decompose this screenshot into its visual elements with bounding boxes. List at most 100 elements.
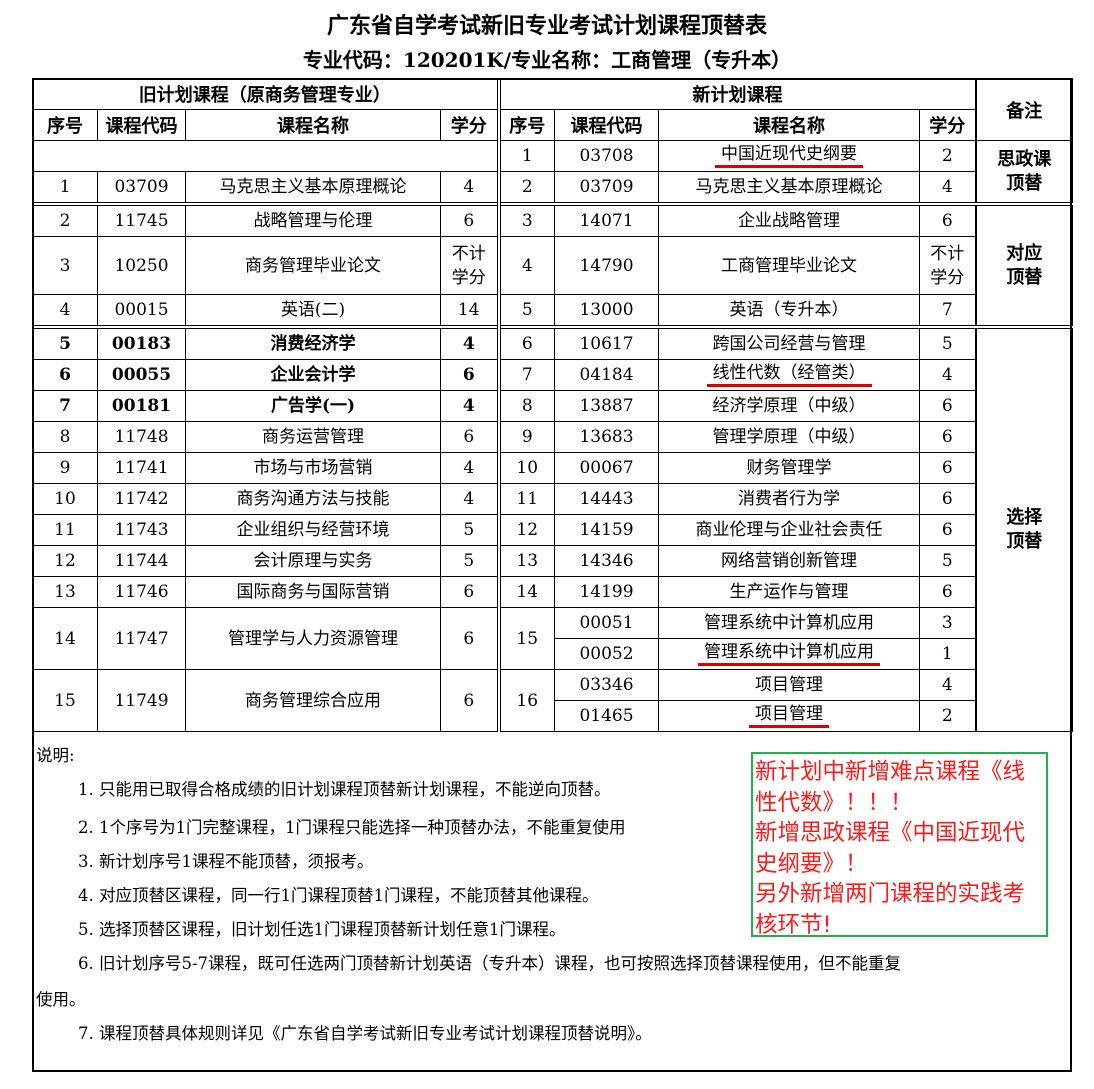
remark-text: 对应顶替 [1006, 242, 1043, 288]
note-item: 6. 旧计划序号5-7课程，既可任选两门顶替新计划英语（专升本）课程，也可按照选… [78, 954, 902, 973]
new-credit: 6 [919, 452, 976, 484]
old-no: 14 [32, 607, 98, 670]
old-credit: 6 [440, 421, 501, 453]
new-plan-header: 新计划课程 [498, 78, 976, 110]
new-credit: 7 [919, 294, 976, 328]
new-name: 管理系统中计算机应用 [658, 638, 920, 670]
highlight-underline: 管理系统中计算机应用 [698, 642, 880, 666]
new-credit: 3 [919, 607, 976, 639]
old-code: 10250 [97, 236, 186, 295]
new-code: 00067 [554, 452, 659, 484]
remark-cell: 对应顶替 [974, 202, 1073, 328]
new-credit: 5 [919, 325, 976, 360]
highlight-underline: 线性代数（经管类） [706, 363, 872, 387]
highlight-underline: 中国近现代史纲要 [715, 144, 863, 168]
document-title: 广东省自学考试新旧专业考试计划课程顶替表 [326, 13, 767, 39]
note-item: 1. 只能用已取得合格成绩的旧计划课程顶替新计划课程，不能逆向顶替。 [78, 780, 611, 799]
annotation-line: 另外新增两门课程的实践考 [755, 881, 1026, 907]
new-code: 00052 [554, 638, 659, 670]
new-code: 03709 [554, 171, 659, 205]
note-item: 7. 课程顶替具体规则详见《广东省自学考试新旧专业考试计划课程顶替说明》。 [78, 1024, 652, 1043]
new-name: 消费者行为学 [658, 483, 920, 515]
new-code: 10617 [554, 325, 659, 360]
table-row: 12 11744 会计原理与实务 5 13 14346 网络营销创新管理 5 [32, 545, 1073, 577]
old-code: 11742 [97, 483, 186, 515]
new-no: 8 [498, 390, 555, 422]
old-name: 英语(二) [185, 294, 441, 328]
new-no: 4 [498, 236, 555, 295]
new-credit: 6 [919, 483, 976, 515]
new-code: 14346 [554, 545, 659, 577]
new-no: 14 [498, 576, 555, 608]
annotation-box: 新计划中新增难点课程《线 性代数》！！！ 新增思政课程《中国近现代 史纲要》！ … [751, 752, 1048, 938]
new-no: 1 [498, 140, 555, 172]
new-code: 14790 [554, 236, 659, 295]
new-no: 11 [498, 483, 555, 515]
new-no: 5 [498, 294, 555, 328]
new-credit: 4 [919, 171, 976, 205]
new-credit: 4 [919, 669, 976, 701]
new-code: 00051 [554, 607, 659, 639]
table-row: 6 00055 企业会计学 6 7 04184 线性代数（经管类） 4 [32, 359, 1073, 391]
table-row: 00052 管理系统中计算机应用 1 [33, 638, 1073, 670]
old-no: 13 [32, 576, 98, 608]
old-no: 15 [32, 669, 98, 732]
old-name: 商务管理毕业论文 [185, 236, 441, 295]
new-credit: 1 [919, 638, 976, 670]
old-name: 商务运营管理 [185, 421, 441, 453]
old-no: 4 [32, 294, 98, 328]
table-row: 10 11742 商务沟通方法与技能 4 11 14443 消费者行为学 6 [32, 483, 1073, 515]
new-code: 13000 [554, 294, 659, 328]
annotation-line: 核环节! [755, 911, 832, 938]
note-item: 4. 对应顶替区课程，同一行1门课程顶替1门课程，不能顶替其他课程。 [78, 886, 599, 905]
new-no: 13 [498, 545, 555, 577]
table-row: 11 11743 企业组织与经营环境 5 12 14159 商业伦理与企业社会责任 6 [32, 514, 1073, 546]
new-code: 04184 [554, 359, 659, 391]
note-item: 2. 1个序号为1门完整课程，1门课程只能选择一种顶替办法，不能重复使用 [78, 818, 626, 837]
table-row: 2 11745 战略管理与伦理 6 3 14071 企业战略管理 6 对应顶替 [32, 202, 1073, 328]
new-credit: 6 [919, 390, 976, 422]
new-no: 2 [498, 171, 555, 205]
table-row: 15 11749 商务管理综合应用 6 16 03346 项目管理 4 [32, 669, 1073, 732]
notes-heading: 说明: [36, 746, 75, 765]
old-credit: 6 [440, 669, 501, 732]
new-credit: 不计学分 [919, 236, 976, 295]
old-no-header: 序号 [32, 109, 98, 141]
old-credit: 4 [440, 171, 501, 205]
new-credit-header: 学分 [919, 109, 976, 141]
new-name: 管理系统中计算机应用 [658, 607, 920, 639]
new-credit: 6 [919, 202, 976, 237]
old-name: 市场与市场营销 [185, 452, 441, 484]
new-name: 企业战略管理 [658, 202, 920, 237]
new-name: 网络营销创新管理 [658, 545, 920, 577]
new-no: 12 [498, 514, 555, 546]
new-name: 财务管理学 [658, 452, 920, 484]
new-name: 跨国公司经营与管理 [658, 325, 920, 360]
old-code: 00183 [97, 325, 186, 360]
new-code: 03708 [554, 140, 659, 172]
annotation-line: 性代数》！！！ [755, 789, 913, 816]
old-name: 消费经济学 [185, 325, 441, 360]
old-name: 战略管理与伦理 [185, 202, 441, 237]
old-credit: 5 [440, 545, 501, 577]
old-name: 国际商务与国际营销 [185, 576, 441, 608]
old-credit: 4 [440, 483, 501, 515]
old-code: 00181 [97, 390, 186, 422]
old-no: 8 [32, 421, 98, 453]
old-credit: 不计学分 [440, 236, 501, 295]
old-no: 7 [32, 390, 98, 422]
old-no: 11 [32, 514, 98, 546]
old-no: 2 [32, 202, 98, 237]
new-name: 生产运作与管理 [658, 576, 920, 608]
annotation-line: 新增思政课程《中国近现代 [755, 820, 1026, 846]
old-code: 11741 [97, 452, 186, 484]
old-credit: 5 [440, 514, 501, 546]
remark-text: 思政课顶替 [997, 148, 1052, 194]
old-credit: 4 [440, 390, 501, 422]
old-code: 11743 [97, 514, 186, 546]
annotation-line: 史纲要》！ [755, 850, 868, 877]
old-name: 管理学与人力资源管理 [185, 607, 441, 670]
new-name: 工商管理毕业论文 [658, 236, 920, 295]
table-row: 7 00181 广告学(一) 4 8 13887 经济学原理（中级） 6 [32, 390, 1073, 422]
table-row: 13 11746 国际商务与国际营销 6 14 14199 生产运作与管理 6 [32, 576, 1073, 608]
